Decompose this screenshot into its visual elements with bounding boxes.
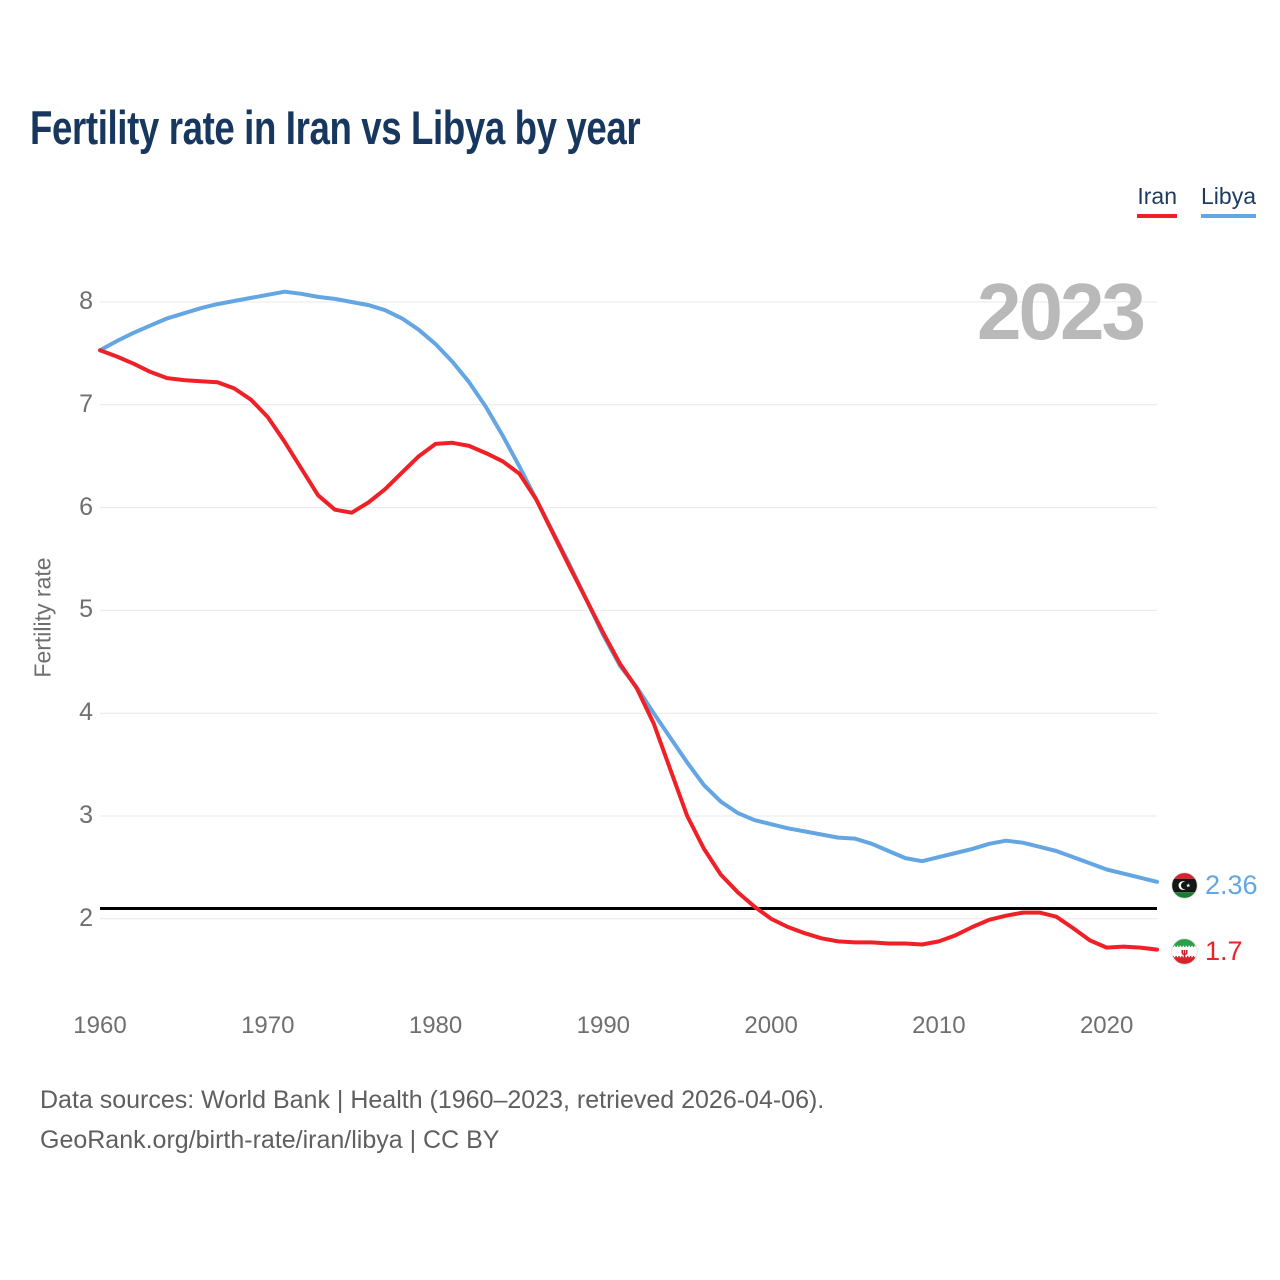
iran-line [98, 348, 1159, 952]
year-watermark: 2023 [977, 267, 1146, 356]
y-tick-label: 6 [79, 492, 93, 521]
x-tick-label: 1960 [73, 1012, 127, 1039]
chart-title: Fertility rate in Iran vs Libya by year [30, 101, 641, 154]
x-tick-label: 1990 [576, 1012, 631, 1039]
legend-item-libya[interactable]: Libya [1201, 183, 1256, 218]
legend-item-iran[interactable]: Iran [1137, 183, 1178, 218]
libya-flag-icon [1171, 872, 1198, 899]
libya-end-label: 2.36 [1171, 870, 1258, 901]
iran-flag-icon: ψ [1171, 938, 1198, 965]
source-caption: Data sources: World Bank | Health (1960–… [40, 1080, 824, 1160]
x-tick-label: 2020 [1079, 1012, 1134, 1039]
y-tick-label: 8 [79, 287, 93, 315]
iran-end-value: 1.7 [1205, 936, 1243, 966]
x-tick-label: 2010 [912, 1012, 966, 1039]
svg-text:ψ: ψ [1181, 947, 1188, 958]
x-tick-label: 1980 [408, 1012, 463, 1039]
x-tick-label: 1970 [241, 1012, 295, 1039]
libya-line [98, 289, 1159, 884]
x-tick-label: 2000 [744, 1012, 798, 1039]
iran-end-label: ψ 1.7 [1171, 936, 1243, 967]
source-line-2: GeoRank.org/birth-rate/iran/libya | CC B… [40, 1126, 500, 1154]
y-tick-label: 5 [79, 595, 93, 624]
libya-end-value: 2.36 [1205, 870, 1258, 900]
y-tick-label: 4 [79, 698, 93, 727]
y-tick-label: 7 [79, 389, 93, 418]
y-tick-label: 2 [79, 903, 93, 932]
legend: Iran Libya [1137, 183, 1256, 218]
y-tick-label: 3 [79, 801, 93, 829]
source-line-1: Data sources: World Bank | Health (1960–… [40, 1086, 825, 1114]
